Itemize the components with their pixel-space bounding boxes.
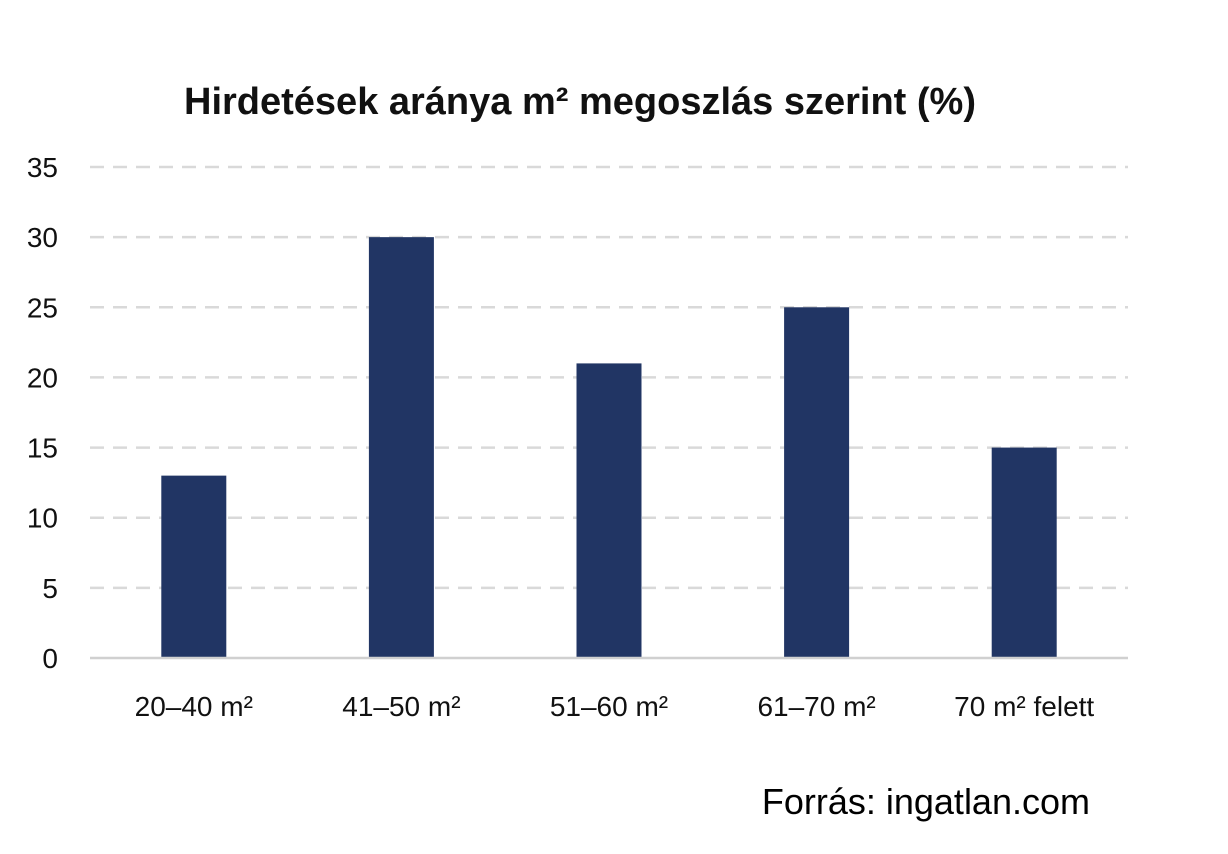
y-tick-label: 30 [27,222,58,253]
y-tick-label: 35 [27,152,58,183]
x-tick-label: 20–40 m² [135,691,253,722]
y-tick-label: 5 [42,573,58,604]
x-tick-label: 51–60 m² [550,691,668,722]
x-tick-label: 61–70 m² [757,691,875,722]
bar [784,307,850,658]
chart-title: Hirdetések aránya m² megoszlás szerint (… [184,81,976,123]
bars [161,237,1057,658]
x-tick-label: 70 m² felett [954,691,1094,722]
y-tick-label: 25 [27,292,58,323]
x-tick-label: 41–50 m² [342,691,460,722]
y-tick-label: 0 [42,643,58,674]
x-axis-ticks: 20–40 m² 41–50 m² 51–60 m² 61–70 m² 70 m² fe… [135,691,1095,722]
y-tick-label: 15 [27,433,58,464]
bar [368,237,434,658]
y-axis-ticks: 0 5 10 15 20 25 30 35 [27,152,58,674]
bar [576,363,642,658]
bar [161,475,227,658]
y-tick-label: 10 [27,503,58,534]
source-note: Forrás: ingatlan.com [762,781,1090,822]
bar [991,447,1057,658]
y-tick-label: 20 [27,362,58,393]
